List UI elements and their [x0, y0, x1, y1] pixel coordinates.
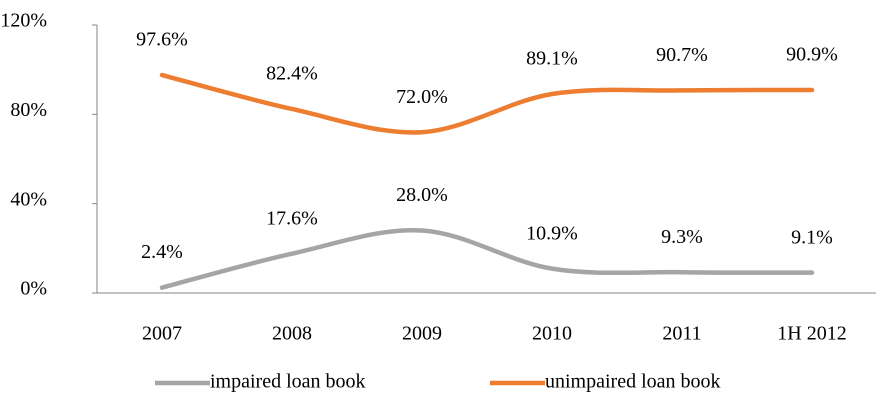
data-label: 17.6% — [266, 207, 318, 229]
data-label: 9.1% — [791, 226, 833, 248]
legend-label: unimpaired loan book — [545, 371, 721, 393]
data-label: 90.7% — [656, 44, 708, 66]
data-label: 2.4% — [141, 241, 183, 263]
data-label: 90.9% — [786, 44, 838, 66]
data-label: 28.0% — [396, 184, 448, 206]
line-series — [159, 227, 815, 290]
y-tick-label: 0% — [20, 278, 47, 300]
y-tick-label: 120% — [0, 10, 47, 32]
x-tick-label: 2009 — [402, 323, 442, 345]
y-tick-label: 80% — [10, 99, 47, 121]
data-label: 82.4% — [266, 63, 318, 85]
x-tick-label: 2007 — [142, 323, 182, 345]
x-tick-label: 2011 — [662, 323, 701, 345]
data-label: 9.3% — [661, 226, 703, 248]
x-tick-label: 2008 — [272, 323, 312, 345]
line-series — [159, 72, 815, 135]
x-tick-label: 2010 — [532, 323, 572, 345]
x-tick-label: 1H 2012 — [777, 323, 846, 345]
data-label: 89.1% — [526, 48, 578, 70]
data-label: 97.6% — [136, 29, 188, 51]
legend-label: impaired loan book — [210, 371, 366, 393]
y-tick-label: 40% — [10, 188, 47, 210]
data-label: 10.9% — [526, 222, 578, 244]
data-label: 72.0% — [396, 86, 448, 108]
